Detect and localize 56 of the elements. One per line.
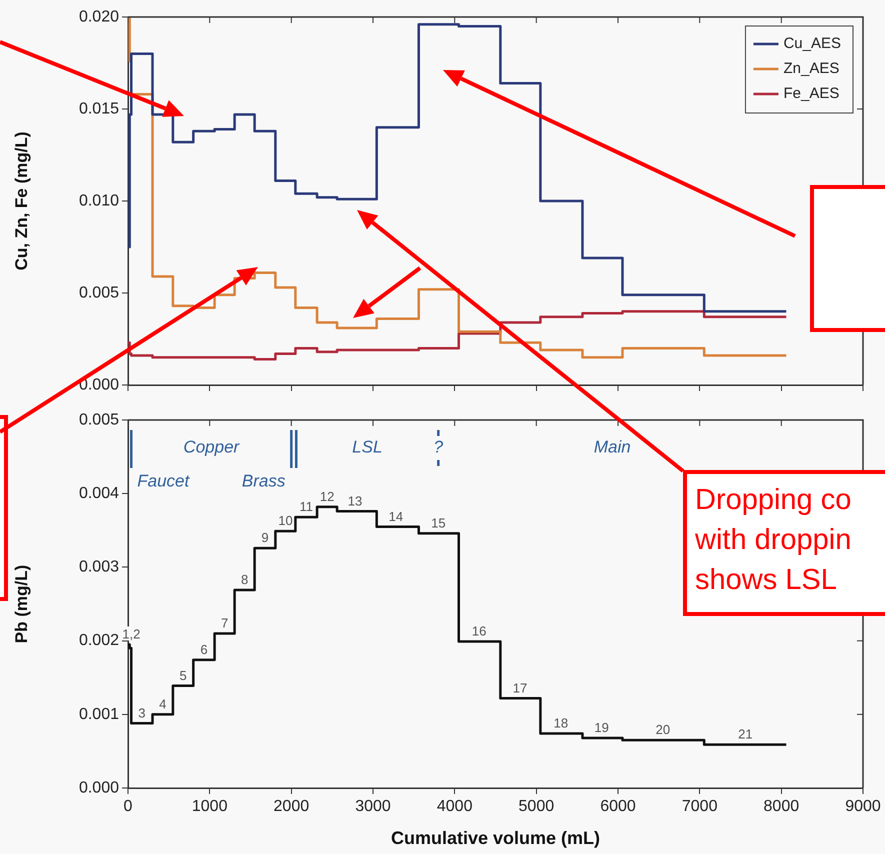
- y-tick-label: 0.002: [78, 632, 120, 650]
- annotation: 18: [554, 716, 568, 731]
- annotation: 9: [261, 530, 269, 546]
- annotation: 5: [180, 668, 187, 683]
- annotation: 11: [300, 499, 314, 514]
- x-tick-label: 0: [124, 798, 133, 816]
- x-tick-label: 1000: [192, 798, 228, 816]
- annotation: Main: [594, 438, 631, 457]
- x-tick-label: 6000: [600, 798, 636, 816]
- annotation: 17: [512, 680, 528, 696]
- annotation: 15: [431, 515, 446, 530]
- y-tick-label: 0.020: [78, 8, 120, 26]
- y-tick-label: 0.001: [78, 706, 120, 723]
- x-tick-label: 9000: [845, 798, 881, 816]
- y-tick-label: 0.003: [78, 558, 120, 576]
- annotation: 4: [159, 696, 166, 712]
- x-axis-title: Cumulative volume (mL): [390, 828, 600, 848]
- y-tick-label: 0.015: [78, 100, 120, 118]
- annotation: 19: [594, 720, 609, 736]
- callout-box: Dropping co with droppin shows LSL: [683, 470, 885, 616]
- ref-line-label: Faucet: [137, 472, 191, 491]
- annotation: shows LSL: [695, 563, 838, 598]
- x-tick-label: 3000: [355, 798, 391, 816]
- y-axis-title: Pb (mg/L): [12, 564, 31, 644]
- annotation: Copper: [183, 438, 241, 457]
- annotation: Dropping co: [695, 483, 852, 518]
- x-tick-label: 7000: [682, 798, 718, 816]
- y-tick-label: 0.005: [78, 411, 120, 428]
- annotation: 16: [472, 624, 486, 639]
- annotation: 1,2: [122, 626, 140, 642]
- y-tick-label: 0.005: [78, 284, 120, 302]
- legend-label: Zn_AES: [783, 60, 840, 78]
- annotation: 3: [138, 705, 146, 720]
- x-tick-label: 8000: [764, 798, 800, 816]
- x-tick-label: 5000: [518, 798, 554, 816]
- annotation: 13: [348, 493, 362, 508]
- annotation: LSL: [352, 438, 382, 457]
- x-tick-label: 2000: [274, 798, 310, 816]
- annotation: 21: [738, 726, 753, 742]
- annotation: 10: [278, 513, 293, 528]
- y-tick-label: 0.004: [78, 485, 120, 502]
- annotation: 6: [200, 642, 208, 658]
- x-tick-label: 4000: [436, 798, 473, 816]
- annotation: 20: [656, 722, 670, 738]
- legend-label: Fe_AES: [783, 85, 840, 102]
- ref-line-label: ?: [434, 438, 444, 457]
- y-tick-label: 0.010: [78, 192, 120, 210]
- legend-label: Cu_AES: [783, 35, 842, 52]
- y-axis-title: Cu, Zn, Fe (mg/L): [12, 132, 31, 270]
- y-tick-label: 0.000: [78, 779, 120, 796]
- annotation: 12: [320, 488, 334, 504]
- annotation: 14: [388, 508, 404, 524]
- annotation: with droppin: [695, 523, 852, 558]
- annotation: 8: [241, 572, 248, 588]
- annotation: 7: [220, 616, 228, 631]
- ref-line-label: Brass: [242, 472, 286, 491]
